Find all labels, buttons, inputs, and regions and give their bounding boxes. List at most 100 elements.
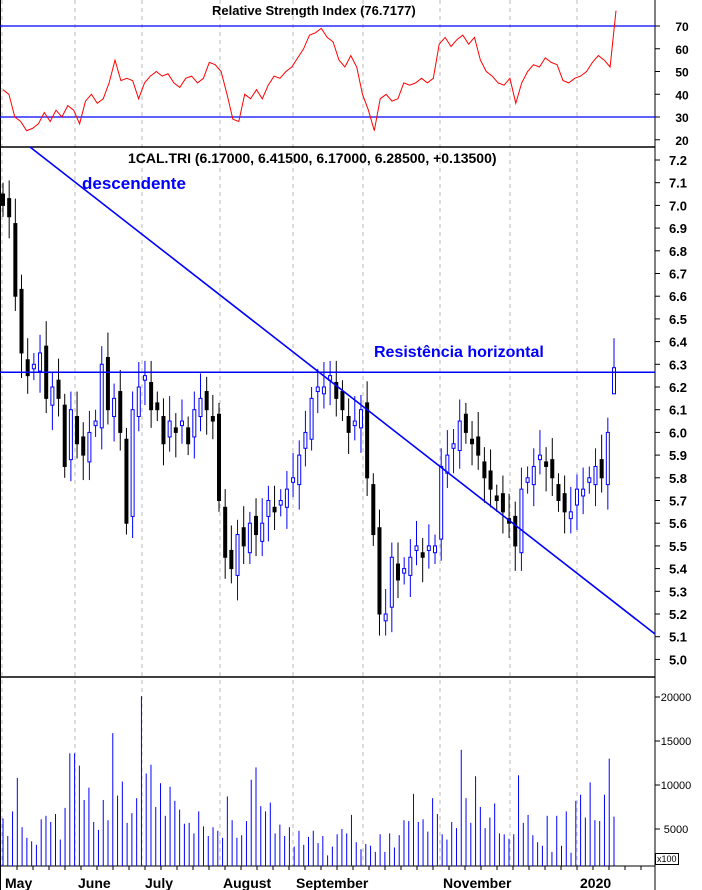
candle-body (593, 465, 598, 486)
price-tick-label: 6.0 (669, 425, 687, 440)
rsi-tick-label: 70 (675, 20, 689, 34)
volume-tick-label: 15000 (661, 736, 692, 748)
candle-body (537, 454, 542, 461)
candle-body (513, 515, 518, 547)
price-tick-label: 5.1 (669, 630, 687, 645)
candle-body (179, 420, 184, 427)
candle-body (352, 420, 357, 427)
price-tick-label: 7.1 (669, 176, 687, 191)
candle-body (500, 493, 505, 513)
candle-body (7, 198, 12, 218)
candle-body (556, 484, 561, 501)
candle-body (568, 511, 573, 520)
candle-body (433, 545, 438, 554)
candle-body (315, 386, 320, 393)
candle-body (93, 420, 98, 427)
candle-body (402, 568, 407, 574)
candle-body (142, 375, 147, 381)
candle-body (457, 420, 462, 452)
candle-body (291, 477, 296, 483)
candle-body (599, 459, 604, 479)
candle-body (445, 454, 450, 474)
candle-body (173, 427, 178, 433)
candle-body (420, 552, 425, 558)
candle-body (383, 613, 388, 622)
candle-body (260, 522, 265, 542)
candle-body (519, 488, 524, 554)
candle-body (210, 416, 215, 422)
candle-body (278, 500, 283, 506)
candle-body (463, 413, 468, 433)
price-tick-label: 5.2 (669, 607, 687, 622)
candle-body (612, 367, 616, 395)
price-tick-label: 7.2 (669, 153, 687, 168)
candle-body (581, 488, 586, 497)
candle-body (56, 379, 61, 399)
candle-body (25, 359, 30, 377)
price-title: 1CAL.TRI (6.17000, 6.41500, 6.17000, 6.2… (128, 150, 497, 166)
candle-body (81, 436, 86, 456)
candle-body (217, 413, 222, 501)
month-label: August (223, 875, 272, 890)
price-tick-label: 5.9 (669, 448, 687, 463)
candle-body (38, 352, 43, 372)
candle-body (550, 459, 555, 479)
candle-body (494, 495, 499, 501)
candle-body (346, 416, 351, 433)
rsi-tick-label: 40 (675, 88, 689, 102)
price-tick-label: 6.1 (669, 403, 687, 418)
rsi-tick-label: 20 (675, 134, 689, 148)
candle-body (358, 409, 363, 429)
descending-trendline-label: descendente (82, 174, 186, 193)
candle-body (50, 386, 55, 406)
candle-body (426, 545, 431, 551)
month-label: June (78, 875, 111, 890)
volume-tick-label: 10000 (661, 780, 692, 792)
candle-body (377, 527, 382, 615)
price-tick-label: 6.5 (669, 312, 687, 327)
candle-body (167, 420, 172, 438)
rsi-tick-label: 60 (675, 43, 689, 57)
candle-body (334, 381, 339, 399)
candle-body (451, 443, 456, 449)
candle-body (235, 534, 240, 576)
price-tick-label: 5.3 (669, 584, 687, 599)
price-tick-label: 6.2 (669, 380, 687, 395)
rsi-tick-label: 30 (675, 111, 689, 125)
price-tick-label: 6.4 (669, 335, 688, 350)
month-label: May (5, 875, 32, 890)
price-tick-label: 6.9 (669, 221, 687, 236)
price-tick-label: 6.7 (669, 267, 687, 282)
price-tick-label: 5.5 (669, 539, 687, 554)
month-label: November (443, 875, 512, 890)
candle-body (587, 477, 592, 483)
candle-body (309, 397, 314, 440)
rsi-tick-label: 50 (675, 66, 689, 80)
candle-body (488, 470, 493, 490)
candle-body (19, 288, 24, 354)
price-tick-label: 5.7 (669, 494, 687, 509)
candle-body (562, 493, 567, 513)
candle-body (247, 522, 252, 554)
candle-body (223, 506, 228, 558)
price-tick-label: 5.8 (669, 471, 687, 486)
candle-body (266, 500, 271, 517)
candle-body (99, 363, 104, 429)
candle-body (192, 409, 197, 438)
candle-body (105, 356, 110, 411)
candle-body (62, 404, 67, 467)
candle-body (408, 556, 413, 576)
candle-body (254, 515, 259, 536)
candle-body (31, 363, 36, 370)
candle-body (118, 391, 123, 433)
candle-body (482, 461, 487, 479)
candle-body (68, 409, 73, 461)
candle-body (241, 527, 246, 547)
month-label: 2020 (580, 875, 611, 890)
candle-body (87, 431, 92, 463)
candle-body (439, 465, 444, 540)
month-label: July (145, 875, 173, 890)
horizontal-resistance-label: Resistência horizontal (374, 344, 544, 361)
candle-body (1, 193, 5, 206)
